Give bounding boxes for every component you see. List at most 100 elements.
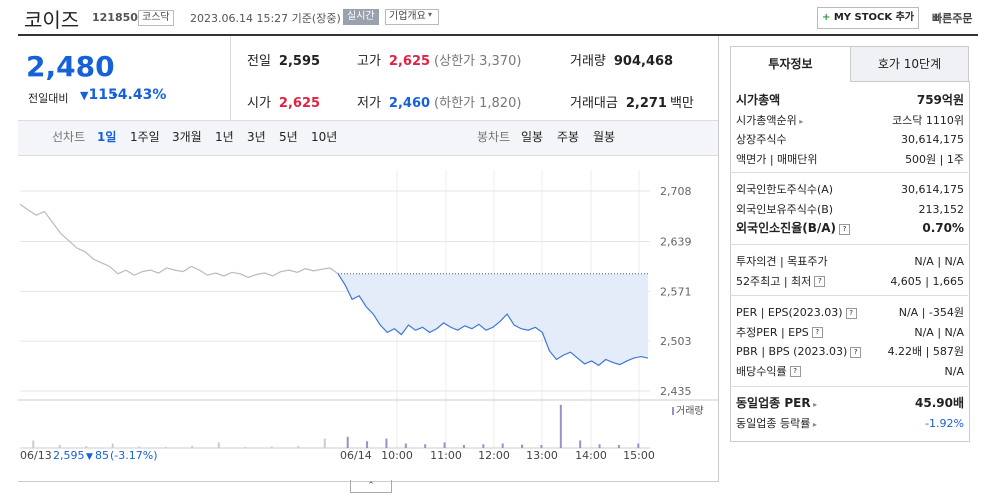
summary-value: 2,460	[388, 96, 431, 111]
prev-change: 85	[95, 449, 109, 462]
info-row: 상장주식수 30,614,175	[736, 130, 964, 149]
chart-tab[interactable]: 3개월	[172, 130, 202, 144]
volume-bar	[270, 446, 273, 448]
help-icon[interactable]: ?	[811, 327, 823, 338]
help-icon[interactable]: ?	[814, 276, 826, 287]
info-value: 759억원	[916, 93, 964, 107]
main-panel	[18, 36, 719, 482]
datetime: 2023.06.14 15:27 기준(장중)	[190, 12, 341, 25]
volume-bar	[598, 444, 601, 448]
chart-tab[interactable]: 주봉	[557, 130, 580, 144]
info-label: 시가총액	[736, 93, 781, 107]
change-rate: -4.43%	[112, 87, 167, 103]
change-label: 전일대비	[28, 92, 69, 105]
info-value: N/A	[944, 364, 964, 378]
quick-order[interactable]: 빠른주문	[932, 12, 973, 25]
change-value: 115	[88, 87, 118, 103]
summary-cell: 저가 2,460 (하한가 1,820)	[357, 92, 521, 111]
volume-bar	[111, 443, 114, 448]
arrow-icon: ▸	[810, 400, 818, 409]
volume-bar	[366, 441, 369, 448]
tab-group-label: 봉차트	[477, 130, 511, 144]
chart-tab[interactable]: 월봉	[593, 130, 616, 144]
volume-bar	[424, 444, 427, 448]
volume-bar	[385, 438, 388, 448]
info-value: 4,605 | 1,665	[890, 274, 964, 288]
help-icon[interactable]: ?	[789, 366, 801, 377]
stock-name: 코이즈	[24, 8, 80, 32]
info-value: 45.90배	[915, 396, 964, 410]
info-panel	[730, 81, 970, 442]
info-row: 시가총액순위 ▸ 코스닥 1110위	[736, 111, 964, 130]
info-value: N/A | -354원	[898, 306, 964, 319]
x-tick-label: 13:00	[526, 449, 558, 462]
info-row: 액면가 | 매매단위 500원 | 1주	[736, 150, 964, 169]
group-rule	[730, 172, 968, 173]
summary-label: 저가	[357, 96, 381, 111]
chart-tab[interactable]: 1주일	[130, 130, 160, 144]
chart-tab[interactable]: 일봉	[521, 130, 544, 144]
plus-icon: +	[821, 12, 834, 23]
volume-bar	[579, 440, 582, 448]
info-label: 52주최고 | 최저	[736, 274, 812, 288]
tab-group-label: 선차트	[52, 130, 86, 144]
info-value: -1.92%	[925, 416, 964, 430]
info-tab[interactable]: 호가 10단계	[850, 46, 969, 82]
chart-tab[interactable]: 1년	[215, 130, 234, 144]
info-value: 4.22배 | 587원	[887, 345, 964, 358]
realtime-badge[interactable]: 실시간	[343, 9, 379, 25]
dropdown-icon: ▾	[428, 10, 433, 19]
info-label: PBR | BPS (2023.03)	[736, 345, 848, 358]
volume-bar	[191, 445, 194, 448]
info-value: 213,152	[918, 202, 965, 216]
volume-bar	[540, 445, 543, 448]
chart-tab[interactable]: 10년	[311, 130, 338, 144]
info-row: 투자의견 | 목표주가 N/A | N/A	[736, 252, 964, 271]
help-icon[interactable]: ?	[845, 307, 857, 319]
volume-bar	[138, 446, 141, 448]
y-tick-label: 2,571	[660, 285, 692, 298]
volume-bar	[244, 446, 247, 448]
collapse-button[interactable]: ⌃	[350, 480, 392, 493]
summary-value: 904,468	[613, 54, 674, 69]
info-row: PBR | BPS (2023.03)? 4.22배 | 587원	[736, 342, 964, 361]
info-label: 시가총액순위	[736, 113, 797, 127]
info-tab-active[interactable]: 투자정보	[730, 46, 851, 81]
down-icon: ▼	[86, 452, 93, 462]
info-row: 동일업종 PER ▸ 45.90배	[736, 394, 964, 413]
overview-button[interactable]: 기업개요	[385, 9, 439, 25]
chart-tab[interactable]: 1일	[97, 130, 117, 144]
volume-bar	[217, 442, 220, 448]
summary-label: 고가	[357, 54, 381, 69]
y-tick-label: 2,503	[660, 335, 692, 348]
info-row: 외국인소진율(B/A)? 0.70%	[736, 219, 964, 238]
chart-tab[interactable]: 3년	[247, 130, 266, 144]
info-value: 500원 | 1주	[905, 152, 964, 166]
x-tick-label: 11:00	[430, 449, 462, 462]
volume-bar	[164, 446, 167, 448]
mystock-button[interactable]: + MY STOCK 추가	[817, 7, 919, 29]
prev-change-rate: (-3.17%)	[110, 449, 158, 462]
info-row: 배당수익률? N/A	[736, 362, 964, 381]
change: ▼115	[80, 87, 118, 103]
info-label: 액면가 | 매매단위	[736, 152, 818, 166]
chart: 2,435 2,503 2,571 2,639 2,708 거래량 06/13 06/14 10…	[18, 170, 718, 462]
info-label: 동일업종 PER	[736, 396, 811, 410]
x-tick-label: 10:00	[381, 449, 413, 462]
current-price: 2,480	[26, 50, 115, 83]
x-tick-label: 06/13	[20, 449, 52, 462]
divider	[230, 36, 231, 120]
help-icon[interactable]: ?	[839, 223, 851, 235]
chart-tab[interactable]: 5년	[279, 130, 298, 144]
down-icon: ▼	[80, 89, 89, 102]
volume-bar	[482, 444, 485, 448]
summary-cell: 거래대금 2,271 백만	[570, 92, 694, 111]
info-row: 외국인한도주식수(A) 30,614,175	[736, 180, 964, 199]
info-value: 30,614,175	[901, 183, 964, 196]
help-icon[interactable]: ?	[850, 346, 862, 358]
header-rule	[18, 34, 978, 36]
summary-value: 2,625	[388, 54, 431, 69]
summary-value: 2,625	[278, 96, 321, 111]
volume-bar	[462, 445, 465, 448]
